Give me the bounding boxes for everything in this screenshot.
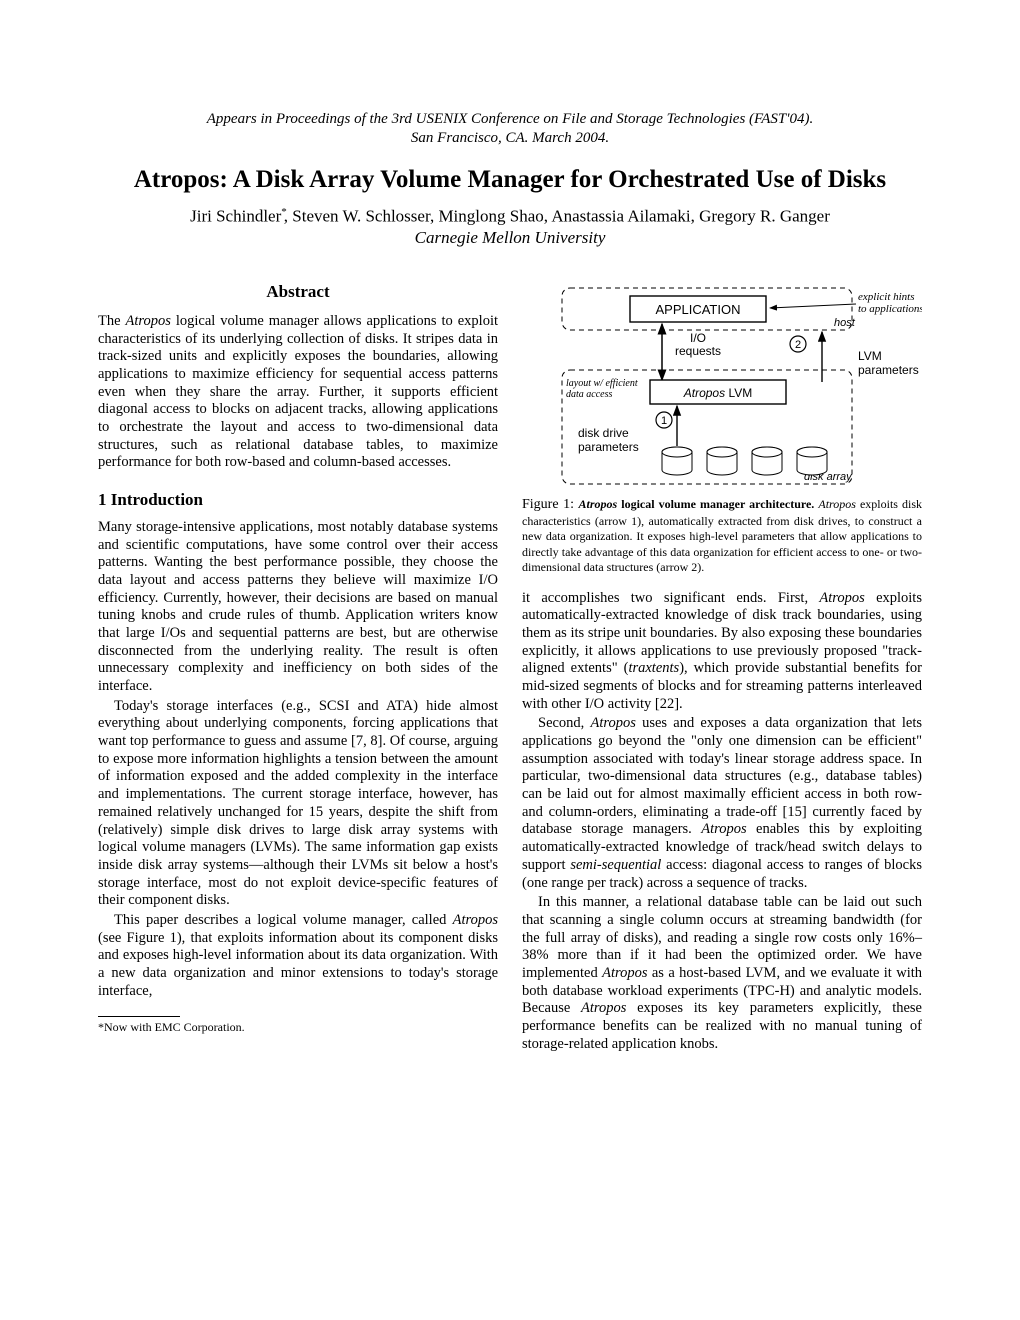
arrow2-label: 2	[795, 339, 801, 351]
two-column-body: Abstract The Atropos logical volume mana…	[98, 282, 922, 1055]
hints-arrow	[770, 304, 856, 308]
paper-page: Appears in Proceedings of the 3rd USENIX…	[0, 0, 1020, 1320]
caption-figno: Figure 1:	[522, 497, 579, 512]
author-line: Jiri Schindler*, Steven W. Schlosser, Mi…	[98, 206, 922, 227]
disk-icon-4	[797, 447, 827, 475]
diskdrive-line-1: disk drive	[578, 426, 629, 440]
figure-1-svg: host APPLICATION explicit hints to appli…	[522, 282, 922, 490]
abstract-text: The Atropos logical volume manager allow…	[98, 313, 498, 472]
figure-1-caption: Figure 1: Atropos logical volume manager…	[522, 496, 922, 575]
author-rest: , Steven W. Schlosser, Minglong Shao, An…	[284, 206, 830, 225]
layout-line-1: layout w/ efficient	[566, 378, 638, 389]
lvm-params-2: parameters	[858, 363, 919, 377]
affiliation: Carnegie Mellon University	[98, 228, 922, 248]
abstract-heading: Abstract	[98, 282, 498, 303]
figure-1: host APPLICATION explicit hints to appli…	[522, 282, 922, 490]
venue-line-1: Appears in Proceedings of the 3rd USENIX…	[207, 111, 813, 127]
lvm-params-1: LVM	[858, 349, 882, 363]
col2-para-1: it accomplishes two significant ends. Fi…	[522, 590, 922, 714]
io-line-1: I/O	[690, 331, 706, 345]
col2-para-2: Second, Atropos uses and exposes a data …	[522, 715, 922, 892]
venue-block: Appears in Proceedings of the 3rd USENIX…	[98, 110, 922, 148]
paper-title: Atropos: A Disk Array Volume Manager for…	[98, 166, 922, 194]
host-label: host	[834, 317, 856, 329]
section-1-heading: 1 Introduction	[98, 490, 498, 511]
diskdrive-line-2: parameters	[578, 440, 639, 454]
venue-line-2: San Francisco, CA. March 2004.	[411, 130, 609, 146]
author-first: Jiri Schindler	[190, 206, 281, 225]
intro-para-1: Many storage-intensive applications, mos…	[98, 519, 498, 696]
io-line-2: requests	[675, 344, 721, 358]
hints-line-2: to applications	[858, 303, 922, 315]
left-column: Abstract The Atropos logical volume mana…	[98, 282, 498, 1055]
intro-para-3: This paper describes a logical volume ma…	[98, 912, 498, 1000]
application-label: APPLICATION	[655, 302, 740, 317]
footnote-text: *Now with EMC Corporation.	[98, 1020, 498, 1035]
hints-line-1: explicit hints	[858, 291, 915, 303]
disk-icon-3	[752, 447, 782, 475]
atropos-label: Atropos LVM	[683, 386, 753, 400]
disk-icon-1	[662, 447, 692, 475]
footnote-rule	[98, 1016, 180, 1017]
disk-icon-2	[707, 447, 737, 475]
layout-line-2: data access	[566, 389, 612, 400]
intro-para-2: Today's storage interfaces (e.g., SCSI a…	[98, 698, 498, 910]
right-column: host APPLICATION explicit hints to appli…	[522, 282, 922, 1055]
col2-para-3: In this manner, a relational database ta…	[522, 894, 922, 1053]
arrow1-label: 1	[661, 415, 667, 427]
